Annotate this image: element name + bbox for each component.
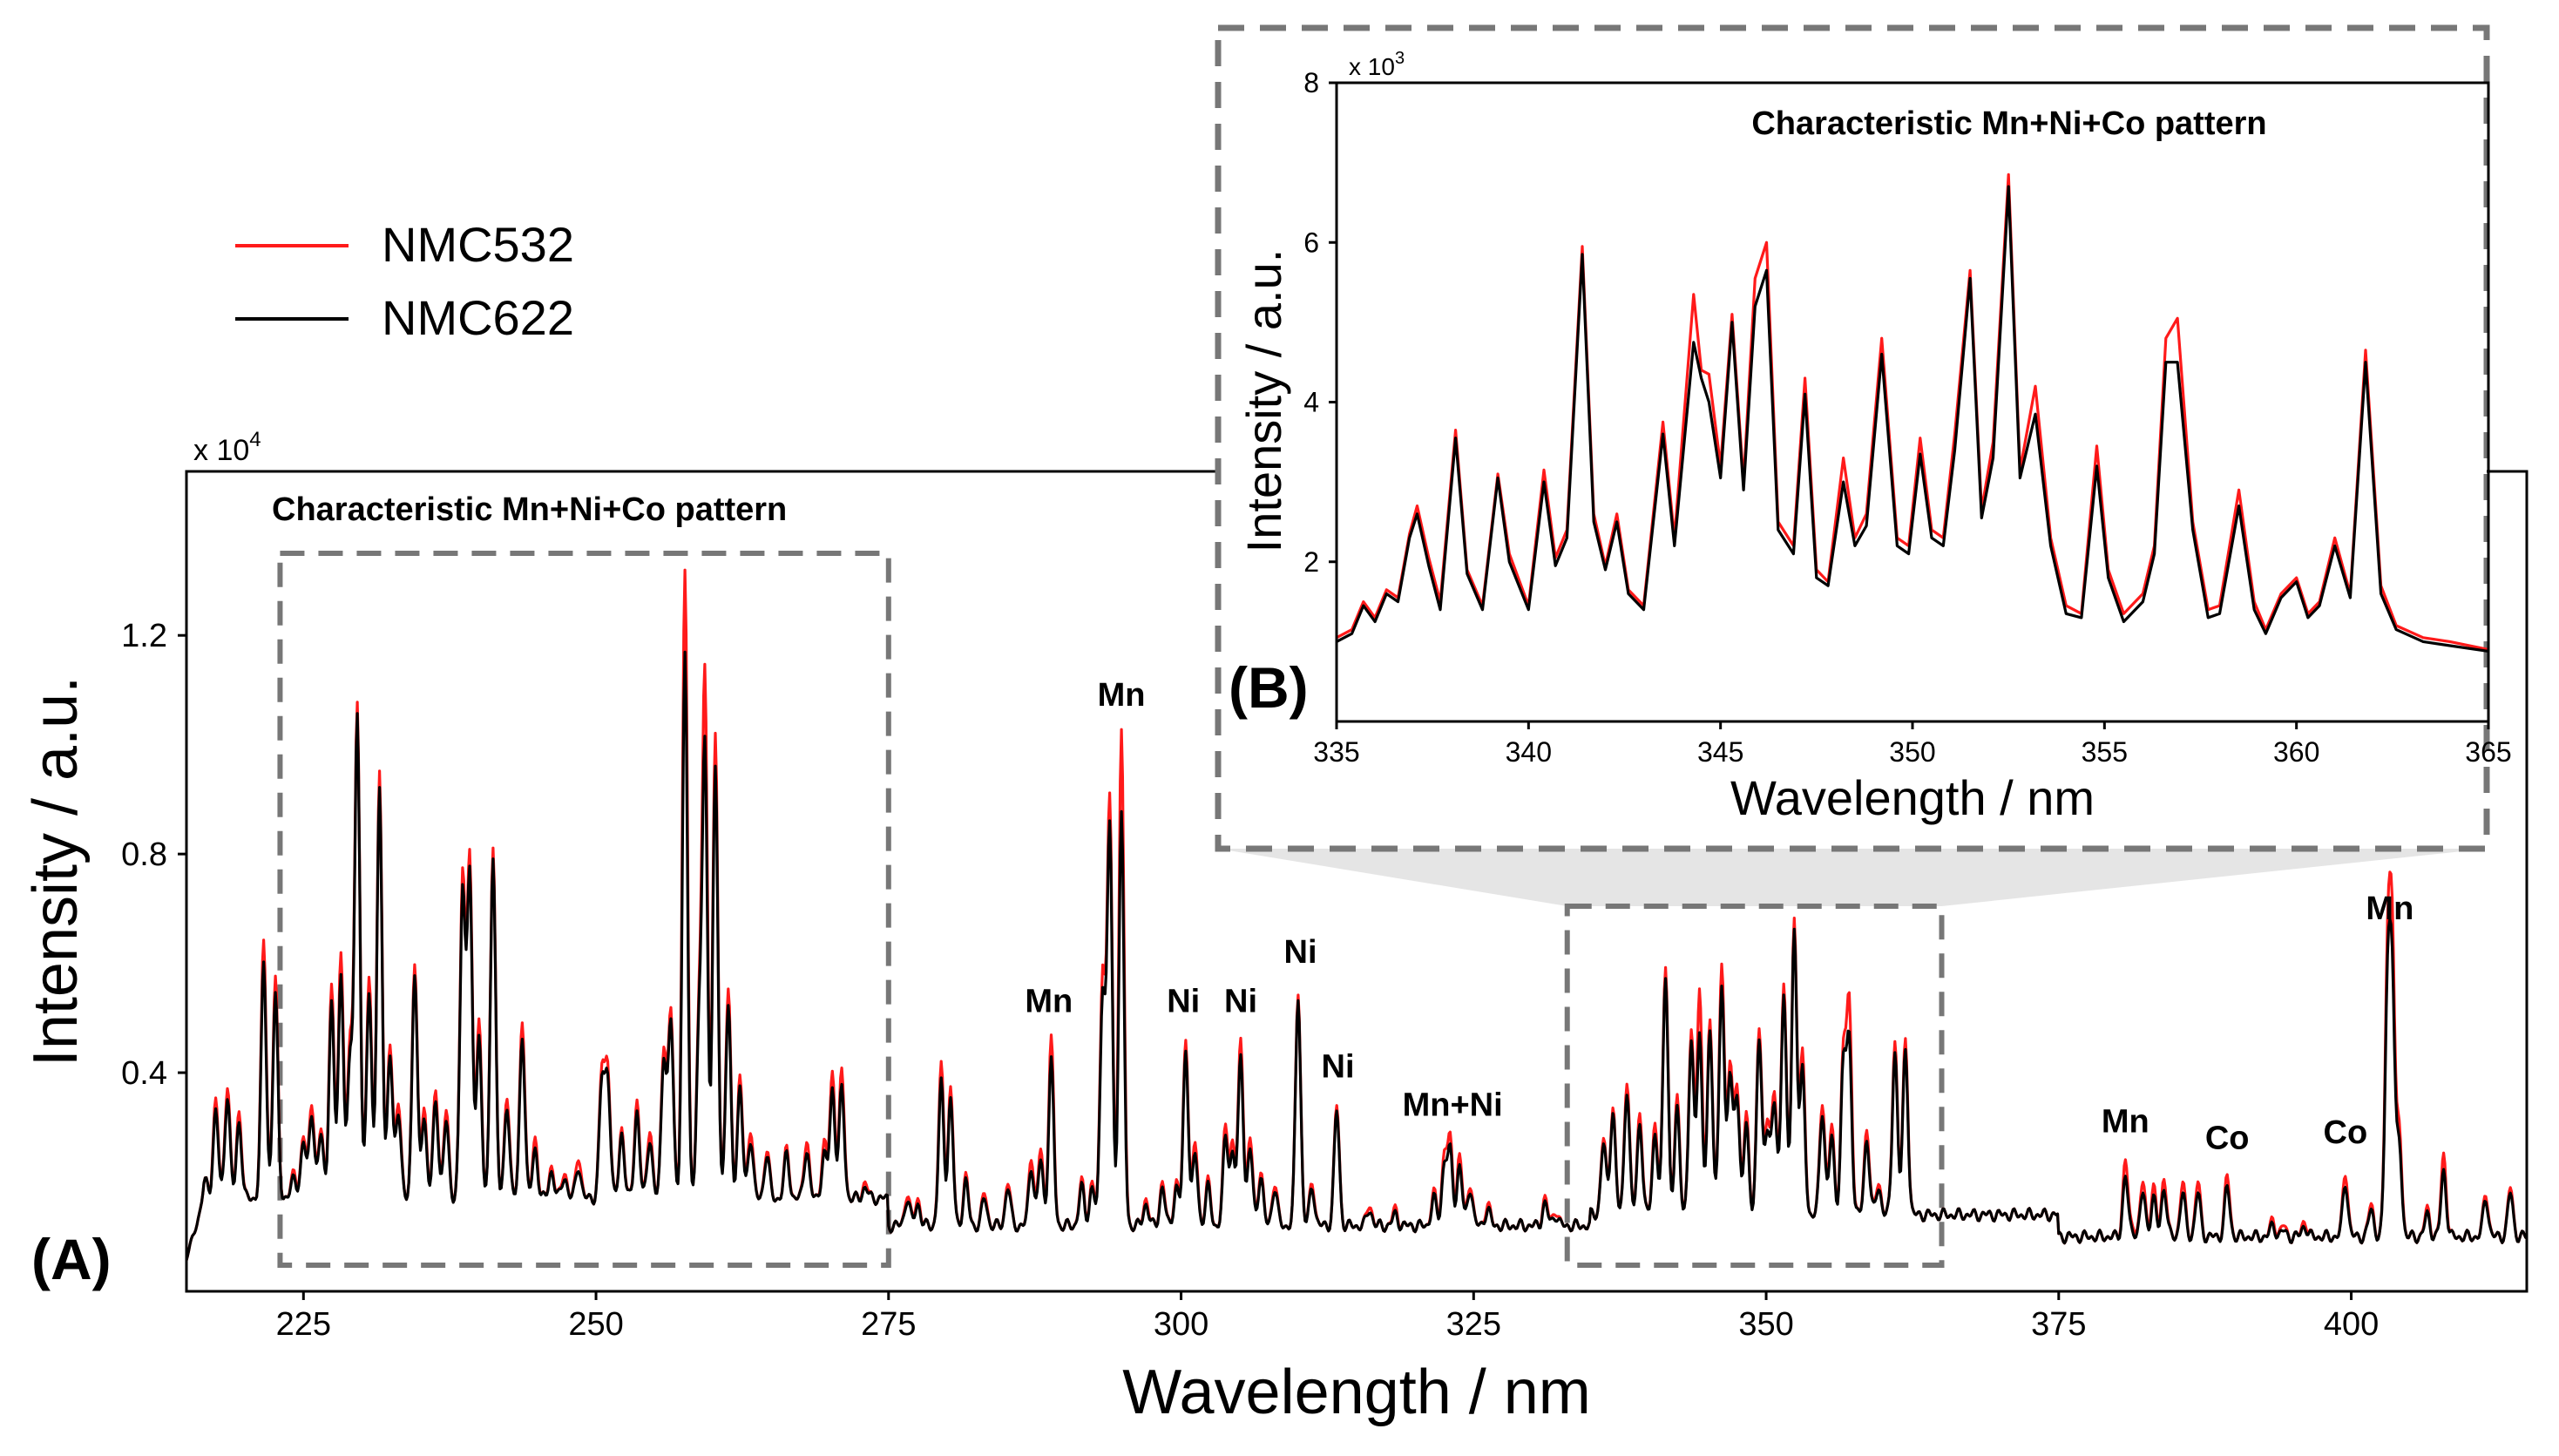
main-y-axis: 0.4 0.8 1.2 — [121, 618, 186, 1092]
inset-x-tick-label: 340 — [1506, 736, 1552, 768]
main-x-tick-label: 400 — [2324, 1306, 2379, 1343]
main-x-tick-label: 350 — [1738, 1306, 1793, 1343]
inset-y-tick-label: 2 — [1303, 546, 1319, 578]
inset-x-tick-label: 355 — [2082, 736, 2128, 768]
main-x-tick-label: 275 — [861, 1306, 916, 1343]
legend-label-nmc622: NMC622 — [382, 290, 574, 345]
peak-label: Co — [2205, 1120, 2250, 1156]
inset-x-tick-label: 350 — [1889, 736, 1935, 768]
main-x-tick-label: 250 — [568, 1306, 623, 1343]
peak-label: Ni — [1167, 983, 1200, 1019]
panel-b-label: (B) — [1229, 655, 1309, 720]
panel-a-label: (A) — [31, 1227, 112, 1291]
inset-x-tick-label: 360 — [2273, 736, 2319, 768]
main-series-group — [185, 568, 2528, 1261]
main-x-axis-title: Wavelength / nm — [1122, 1358, 1591, 1427]
main-series-line-nmc622 — [185, 650, 2528, 1261]
inset-y-tick-label: 4 — [1303, 387, 1319, 418]
pattern-label: Characteristic Mn+Ni+Co pattern — [272, 491, 787, 528]
inset-y-multiplier: x 103 — [1349, 49, 1405, 80]
peak-label: Ni — [1322, 1049, 1355, 1086]
inset-x-tick-label: 365 — [2465, 736, 2511, 768]
main-y-tick-label: 0.4 — [121, 1055, 167, 1092]
inset-y-tick-label: 6 — [1303, 227, 1319, 258]
main-x-tick-label: 225 — [276, 1306, 331, 1343]
inset-series-line-nmc622 — [1336, 185, 2489, 653]
inset-y-axis-title: Intensity / a.u. — [1236, 249, 1291, 553]
peak-label: Mn+Ni — [1403, 1087, 1503, 1124]
peak-annotations: Mn Mn Ni Ni Ni Ni Mn+Ni Mn Co Co Mn — [1025, 677, 2413, 1156]
inset-title: Characteristic Mn+Ni+Co pattern — [1751, 105, 2266, 142]
main-y-multiplier: x 104 — [193, 428, 261, 467]
zoom-region-box — [1564, 904, 1945, 1268]
peak-label: Mn — [1025, 983, 1073, 1019]
main-panel: 225 250 275 300 325 350 375 400 0.4 0.8 1.2 Mn Mn N… — [21, 217, 2529, 1427]
zoom-connector — [1218, 849, 2487, 906]
legend-label-nmc532: NMC532 — [382, 217, 574, 272]
inset-background — [1215, 24, 2490, 852]
inset-y-axis: 2 4 6 8 — [1303, 67, 1337, 578]
legend: NMC532 NMC622 — [235, 217, 574, 345]
main-x-axis: 225 250 275 300 325 350 375 400 — [276, 1291, 2379, 1343]
inset-x-axis: 335 340 345 350 355 360 365 — [1313, 721, 2512, 768]
inset-y-tick-label: 8 — [1303, 67, 1319, 98]
peak-label: Ni — [1284, 934, 1317, 971]
peak-label: Mn — [1098, 677, 1146, 714]
main-y-tick-label: 0.8 — [121, 836, 167, 873]
inset-x-tick-label: 335 — [1313, 736, 1359, 768]
peak-label: Mn — [2102, 1103, 2149, 1140]
pattern-region-box — [277, 551, 891, 1268]
peak-label: Ni — [1224, 983, 1257, 1019]
main-x-tick-label: 300 — [1154, 1306, 1208, 1343]
main-x-tick-label: 325 — [1446, 1306, 1501, 1343]
inset-x-tick-label: 345 — [1697, 736, 1743, 768]
inset-panel: 335 340 345 350 355 360 365 2 4 6 8 x 103 Charact… — [1215, 24, 2512, 852]
main-y-tick-label: 1.2 — [121, 618, 167, 654]
inset-series-group — [1336, 173, 2489, 653]
peak-label: Co — [2324, 1114, 2368, 1151]
main-x-tick-label: 375 — [2031, 1306, 2086, 1343]
inset-x-axis-title: Wavelength / nm — [1730, 770, 2095, 825]
main-y-axis-title: Intensity / a.u. — [21, 676, 91, 1067]
peak-label: Mn — [2366, 891, 2413, 927]
